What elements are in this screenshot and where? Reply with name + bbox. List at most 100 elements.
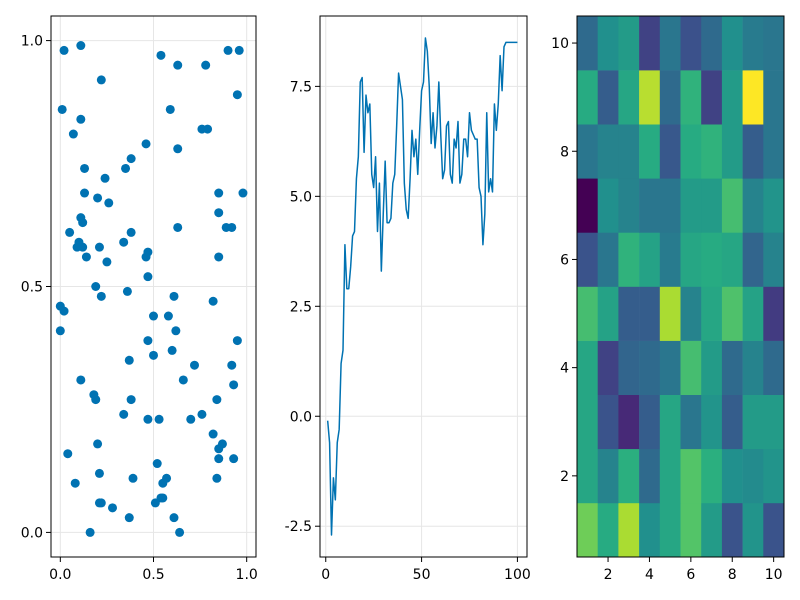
heatmap-cell [680, 178, 702, 233]
scatter-point [81, 252, 91, 262]
heatmap-cell [597, 70, 619, 125]
scatter-point [173, 144, 183, 154]
scatter-point [141, 252, 151, 262]
y-tick-label: 6 [560, 252, 569, 268]
heatmap-cell [577, 502, 598, 558]
heatmap-cell [701, 232, 723, 287]
scatter-point [227, 222, 237, 232]
scatter-point [124, 513, 134, 523]
scatter-point [80, 163, 90, 173]
heatmap-cell [659, 286, 681, 341]
scatter-point [108, 503, 117, 513]
scatter-point [93, 193, 103, 203]
heatmap-cell [659, 70, 681, 125]
heatmap-cell [701, 16, 723, 71]
heatmap-cell [721, 448, 743, 504]
scatter-point [214, 444, 224, 454]
plot-frame [576, 15, 785, 558]
heatmap-cell [742, 340, 764, 395]
scatter-point [63, 449, 73, 459]
heatmap-cell [639, 16, 661, 71]
heatmap-cell [577, 448, 598, 504]
scatter-point [163, 311, 173, 321]
scatter-point [186, 414, 196, 424]
x-tick-label: 0.5 [142, 567, 164, 583]
y-tick-label: 0.5 [21, 280, 43, 296]
heatmap-cell [742, 286, 764, 341]
y-tick-label: 2.5 [290, 299, 312, 315]
scatter-point [203, 124, 213, 134]
heatmap-cell [597, 178, 619, 233]
y-tick-label: 8 [560, 144, 569, 160]
y-tick-label: 2 [560, 469, 569, 485]
scatter-point [152, 459, 162, 469]
heatmap-cell [763, 502, 785, 558]
heatmap-cell [763, 340, 785, 395]
heatmap-cell [701, 502, 723, 558]
scatter-point [229, 454, 239, 464]
scatter-point [173, 222, 183, 232]
heatmap-cell [721, 232, 743, 287]
scatter-point [143, 272, 153, 282]
x-tick-label: 0.0 [49, 567, 71, 583]
heatmap-cell [618, 232, 640, 287]
scatter-point [156, 50, 166, 60]
scatter-point [96, 291, 106, 301]
x-tick-label: 50 [413, 567, 431, 583]
scatter-point [154, 414, 164, 424]
heatmap-cell [659, 340, 681, 395]
scatter-point [227, 360, 237, 370]
heatmap-cell [618, 178, 640, 233]
heatmap-cell [763, 286, 785, 341]
scatter-point [169, 513, 179, 523]
line-panel: 0 50 100 -2.5 0.0 2.5 5.0 7.5 [285, 15, 531, 583]
scatter-point [212, 395, 222, 405]
scatter-point [102, 257, 112, 267]
scatter-point [124, 355, 134, 365]
heatmap-cell [742, 124, 764, 179]
heatmap-cell [659, 232, 681, 287]
heatmap-cell [701, 394, 723, 450]
heatmap-cell [577, 16, 598, 71]
scatter-point [91, 282, 101, 291]
y-tick-label: 0.0 [21, 525, 43, 541]
heatmap-cell [639, 232, 661, 287]
heatmap-cell [763, 16, 785, 71]
heatmap-cell [701, 340, 723, 395]
y-tick-label: 10 [551, 36, 569, 52]
y-tick-label: 1.0 [21, 34, 43, 50]
scatter-point [122, 286, 132, 296]
scatter-point [143, 414, 153, 424]
heatmap-cell [577, 286, 598, 341]
scatter-point [214, 454, 224, 464]
heatmap-cell [577, 178, 598, 233]
heatmap-cell [763, 394, 785, 450]
scatter-point [238, 188, 248, 198]
heatmap-cell [577, 394, 598, 450]
scatter-point [223, 45, 233, 55]
heatmap-cell [618, 340, 640, 395]
scatter-point [78, 218, 88, 228]
heatmap-cell [618, 124, 640, 179]
scatter-point [149, 350, 158, 360]
scatter-point [119, 409, 129, 419]
heatmap-cell [597, 16, 619, 71]
heatmap-cell [742, 232, 764, 287]
scatter-point [126, 395, 136, 405]
heatmap-cell [763, 124, 785, 179]
scatter-point [65, 227, 75, 237]
scatter-point [149, 311, 158, 321]
scatter-point [68, 129, 78, 139]
line-series [326, 37, 518, 536]
scatter-point [175, 527, 185, 537]
heatmap-cell [639, 340, 661, 395]
heatmap-cell [597, 394, 619, 450]
heatmap-cell [742, 448, 764, 504]
scatter-point [141, 139, 151, 149]
scatter-point [57, 104, 67, 114]
heatmap-cell [659, 16, 681, 71]
heatmap-cell [680, 16, 702, 71]
heatmap-cell [659, 502, 681, 558]
heatmap-cell [659, 394, 681, 450]
